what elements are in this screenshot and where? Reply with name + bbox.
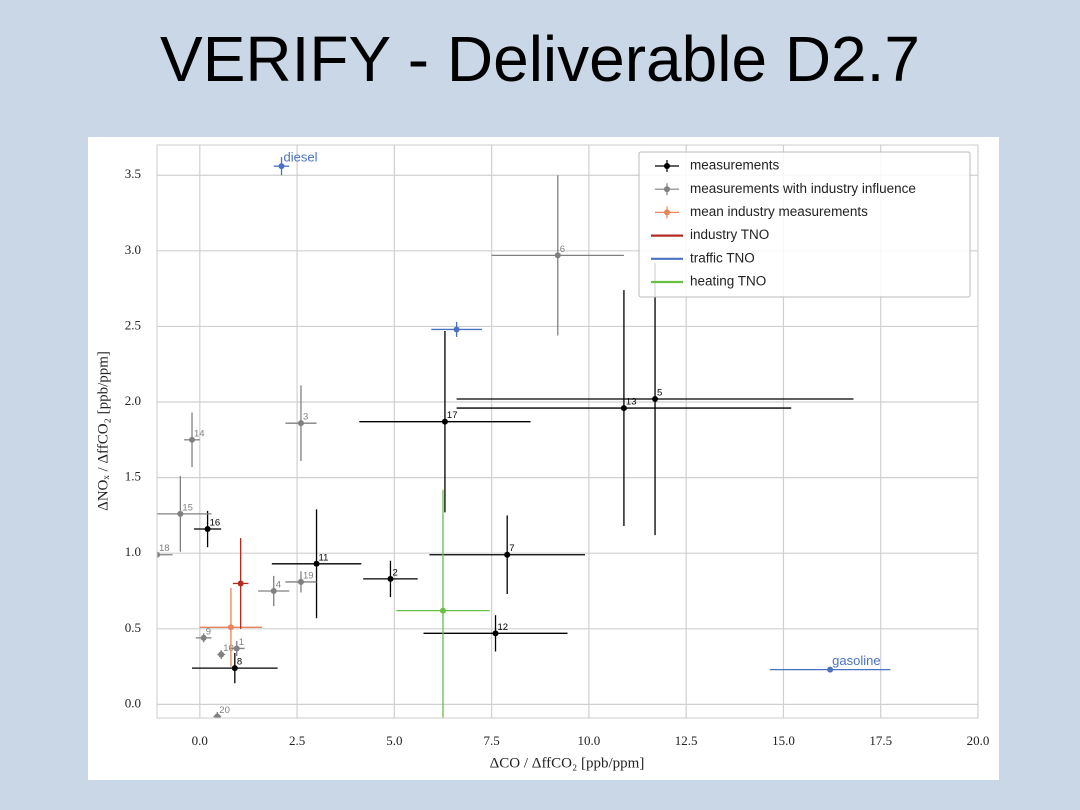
data-point <box>270 588 277 595</box>
legend-marker <box>664 163 670 169</box>
x-axis-label: ΔCO / ΔffCO₂ [ppb/ppm] <box>490 755 645 771</box>
y-tick-label: 2.5 <box>125 317 141 332</box>
point-label: gasoline <box>832 653 880 668</box>
data-point <box>218 651 225 658</box>
y-axis-label: ΔNOₓ / ΔffCO₂ [ppb/ppm] <box>95 351 111 511</box>
point-label: 16 <box>210 518 221 529</box>
y-tick-label: 2.0 <box>125 393 141 408</box>
slide-title: VERIFY - Deliverable D2.7 <box>160 23 920 95</box>
data-point <box>439 607 446 614</box>
data-point <box>652 395 659 402</box>
data-point <box>441 418 448 425</box>
data-point <box>504 551 511 558</box>
point-label: 4 <box>276 580 281 591</box>
point-label: 20 <box>219 705 230 716</box>
data-point <box>200 634 207 641</box>
legend-label: mean industry measurements <box>690 204 868 219</box>
point-label: 2 <box>392 567 397 578</box>
point-label: 18 <box>159 543 170 554</box>
y-tick-label: 1.5 <box>125 469 141 484</box>
data-point <box>297 578 304 585</box>
point-label: 10 <box>223 643 234 654</box>
data-point <box>453 326 460 333</box>
point-label: 7 <box>509 543 514 554</box>
point-label: 14 <box>194 428 205 439</box>
point-label: 1 <box>239 637 244 648</box>
data-point <box>492 630 499 637</box>
data-point <box>157 551 160 558</box>
x-tick-label: 5.0 <box>386 733 402 748</box>
data-point <box>237 580 244 587</box>
legend-label: industry TNO <box>690 227 769 242</box>
data-point <box>297 420 304 427</box>
point-label: 19 <box>303 570 314 581</box>
legend-label: measurements with industry influence <box>690 181 916 196</box>
x-tick-label: 20.0 <box>967 733 990 748</box>
legend-label: traffic TNO <box>690 250 755 265</box>
point-label: 12 <box>498 622 509 633</box>
point-label: 17 <box>447 410 458 421</box>
x-tick-label: 15.0 <box>772 733 795 748</box>
data-point <box>313 560 320 567</box>
y-tick-label: 0.0 <box>125 695 141 710</box>
data-point <box>227 624 234 631</box>
legend-marker <box>664 186 670 193</box>
y-tick-label: 1.0 <box>125 544 141 559</box>
point-label: 9 <box>206 626 211 637</box>
x-tick-label: 7.5 <box>484 733 500 748</box>
point-label: 6 <box>560 244 565 255</box>
plot-frame <box>156 144 979 719</box>
point-label: diesel <box>284 150 318 165</box>
y-tick-label: 0.5 <box>125 620 141 635</box>
x-tick-label: 12.5 <box>675 733 698 748</box>
x-tick-label: 2.5 <box>289 733 305 748</box>
data-point <box>204 526 211 533</box>
x-tick-label: 10.0 <box>578 733 601 748</box>
legend-label: heating TNO <box>690 274 766 289</box>
data-point <box>214 713 221 718</box>
data-point <box>387 575 394 582</box>
y-tick-label: 3.5 <box>125 166 141 181</box>
data-point <box>177 510 184 517</box>
point-label: 8 <box>237 657 242 668</box>
data-point <box>278 163 285 170</box>
data-point <box>827 666 834 673</box>
point-label: 3 <box>303 412 308 423</box>
point-label: 15 <box>182 502 193 513</box>
data-point <box>189 436 196 443</box>
point-label: 13 <box>626 397 637 408</box>
point-label: 5 <box>657 388 662 399</box>
x-tick-label: 0.0 <box>192 733 208 748</box>
y-tick-label: 3.0 <box>125 242 141 257</box>
data-point <box>554 252 561 259</box>
legend-label: measurements <box>690 158 780 173</box>
legend-marker <box>664 209 670 216</box>
legend-box <box>638 151 971 298</box>
x-tick-label: 17.5 <box>869 733 892 748</box>
data-point <box>620 405 627 412</box>
data-point <box>231 665 238 672</box>
point-label: 11 <box>319 552 329 563</box>
data-point <box>233 645 240 652</box>
plot-area: 16 11 2 7 12 8 17 13 5 6 3 14 15 18 4 19 9 10 1 20 diesel gas… <box>157 145 978 718</box>
